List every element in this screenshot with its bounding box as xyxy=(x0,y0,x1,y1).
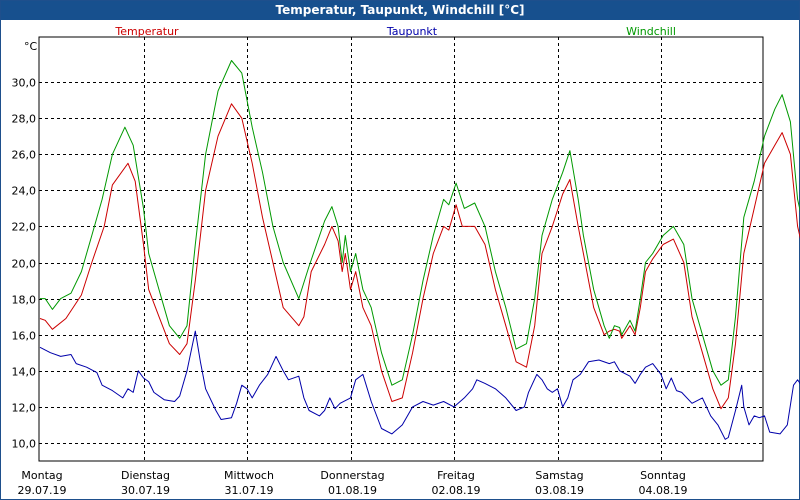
y-axis-unit-label: °C xyxy=(24,40,38,53)
x-tick-date: 29.07.19 xyxy=(18,484,67,497)
y-tick-label: 14,0 xyxy=(12,366,37,379)
y-tick-label: 10,0 xyxy=(12,438,37,451)
series-line-windchill xyxy=(40,60,800,386)
x-tick-weekday: Sonntag xyxy=(640,469,686,482)
legend: Temperatur Taupunkt Windchill xyxy=(114,25,676,38)
plot-area xyxy=(38,36,764,462)
legend-item-taupunkt: Taupunkt xyxy=(386,25,438,38)
x-tick-weekday: Donnerstag xyxy=(320,469,384,482)
x-tick-weekday: Samstag xyxy=(535,469,583,482)
y-tick-label: 22,0 xyxy=(12,221,37,234)
x-tick-date: 02.08.19 xyxy=(432,484,481,497)
legend-item-windchill: Windchill xyxy=(626,25,676,38)
x-tick-weekday: Mittwoch xyxy=(224,469,274,482)
y-tick-label: 26,0 xyxy=(12,149,37,162)
y-tick-label: 30,0 xyxy=(12,77,37,90)
y-tick-label: 24,0 xyxy=(12,185,37,198)
x-tick-weekday: Freitag xyxy=(437,469,475,482)
x-tick-date: 30.07.19 xyxy=(121,484,170,497)
x-tick-date: 31.07.19 xyxy=(225,484,274,497)
x-axis: Montag 29.07.19 Dienstag 30.07.19 Mittwoch 31… xyxy=(18,469,688,497)
y-tick-label: 18,0 xyxy=(12,294,37,307)
y-axis: 10,0 12,0 14,0 16,0 18,0 20,0 22,0 24,0 26,0 28,0… xyxy=(12,77,37,451)
x-tick-date: 03.08.19 xyxy=(535,484,584,497)
y-tick-label: 20,0 xyxy=(12,258,37,271)
legend-item-temperatur: Temperatur xyxy=(114,25,179,38)
x-tick-weekday: Montag xyxy=(21,469,62,482)
series-line-taupunkt xyxy=(39,330,800,440)
y-tick-label: 16,0 xyxy=(12,330,37,343)
y-tick-label: 28,0 xyxy=(12,113,37,126)
y-tick-label: 12,0 xyxy=(12,402,37,415)
window-title: Temperatur, Taupunkt, Windchill [°C] xyxy=(1,1,799,20)
x-tick-date: 01.08.19 xyxy=(328,484,377,497)
series-lines xyxy=(39,60,800,440)
series-line-temperatur xyxy=(39,103,800,410)
grid xyxy=(39,37,763,461)
x-tick-date: 04.08.19 xyxy=(639,484,688,497)
x-tick-weekday: Dienstag xyxy=(121,469,170,482)
